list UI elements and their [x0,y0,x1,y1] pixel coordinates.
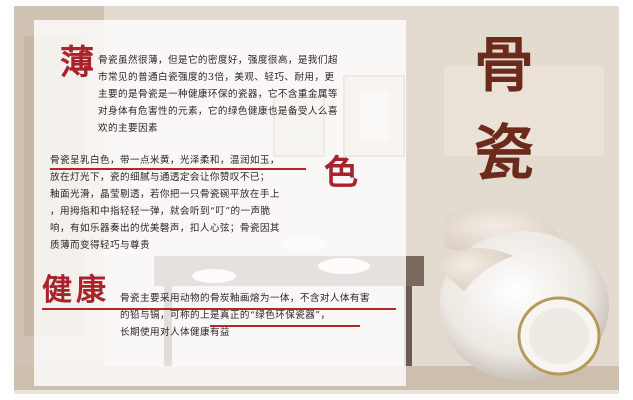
bone-china-banner: 薄 骨瓷虽然很薄，但是它的密度好，强度很高，是我们超 市常见的普通白瓷强度的3倍… [14,6,619,394]
heading-thin: 薄 [60,43,94,83]
paragraph-line: 骨瓷主要采用动物的骨炭釉画熔为一体，不含对人体有害 [120,293,370,304]
paragraph-line: 的铅与镉，可称的上是真正的“绿色环保瓷器”， [120,310,331,321]
paragraph-line: 骨瓷虽然很薄，但是它的密度好，强度很高，是我们超 [98,55,338,66]
paragraph-line: 欢的主要因素 [98,123,158,134]
underline-color [50,168,306,170]
heading-color: 色 [324,153,358,193]
paragraph-line: 骨瓷呈乳白色，带一点米黄，光泽柔和，温润如玉， [50,155,280,166]
paragraph-line: 放在灯光下，瓷的细腻与通透定会让你赞叹不已； [50,172,270,183]
paragraph-color: 骨瓷呈乳白色，带一点米黄，光泽柔和，温润如玉， 放在灯光下，瓷的细腻与通透定会让… [50,152,280,254]
paragraph-health: 骨瓷主要采用动物的骨炭釉画熔为一体，不含对人体有害 的铅与镉，可称的上是真正的“… [120,290,370,341]
paragraph-line: 质薄而变得轻巧与尊贵 [50,240,150,251]
heading-health: 健康 [42,273,110,308]
paragraph-line: ，用拇指和中指轻轻一弹，就会听到“叮”的一声脆 [50,206,271,217]
paragraph-line: 对身体有危害性的元素，它的绿色健康也是备受人么喜 [98,106,338,117]
title-char-porcelain: 瓷 [474,119,534,189]
porcelain-cup-illustration [434,206,609,381]
underline-health-2 [210,325,360,327]
paragraph-line: 釉面光滑，晶莹剔透，若你把一只骨瓷碗平放在手上 [50,189,280,200]
paragraph-line: 主要的是骨瓷是一种健康环保的瓷器，它不含重金属等 [98,89,338,100]
paragraph-line: 市常见的普通白瓷强度的3倍，美观、轻巧、耐用，更 [98,72,335,83]
paragraph-thin: 骨瓷虽然很薄，但是它的密度好，强度很高，是我们超 市常见的普通白瓷强度的3倍，美… [98,52,338,137]
underline-health [42,308,396,310]
title-char-bone: 骨 [474,31,534,101]
paragraph-line: 长期使用对人体健康有益 [120,327,230,338]
paragraph-line: 响，有如乐器奏出的优美磬声，扣人心弦；骨瓷因其 [50,223,280,234]
